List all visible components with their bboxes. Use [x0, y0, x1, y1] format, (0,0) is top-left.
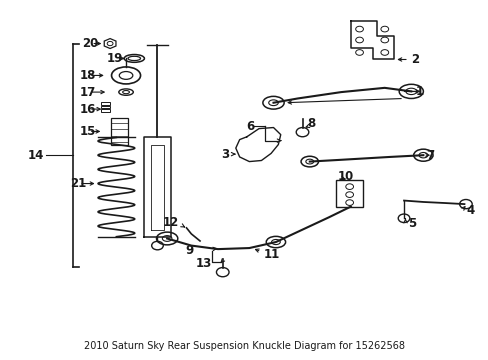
Bar — [101, 105, 109, 108]
Text: 4: 4 — [466, 204, 474, 217]
Text: 8: 8 — [307, 117, 315, 130]
Text: 16: 16 — [80, 103, 96, 116]
Text: 17: 17 — [80, 86, 96, 99]
Text: 11: 11 — [264, 248, 280, 261]
Text: 12: 12 — [163, 216, 179, 229]
Text: 7: 7 — [425, 149, 433, 162]
Text: 14: 14 — [27, 149, 44, 162]
Text: 5: 5 — [407, 217, 415, 230]
Text: 19: 19 — [106, 52, 123, 65]
Text: 13: 13 — [196, 257, 212, 270]
Text: 21: 21 — [70, 177, 86, 190]
Text: 2: 2 — [410, 53, 419, 66]
Text: 20: 20 — [82, 37, 99, 50]
Text: 9: 9 — [185, 244, 193, 257]
Bar — [336, 180, 362, 207]
Bar — [101, 109, 109, 112]
Text: 2010 Saturn Sky Rear Suspension Knuckle Diagram for 15262568: 2010 Saturn Sky Rear Suspension Knuckle … — [84, 341, 404, 351]
Text: 10: 10 — [337, 170, 353, 183]
Text: 6: 6 — [245, 120, 254, 132]
Text: 1: 1 — [415, 85, 424, 98]
Text: 15: 15 — [80, 125, 96, 138]
Text: 18: 18 — [80, 69, 96, 82]
Bar — [101, 102, 109, 105]
Text: 3: 3 — [221, 148, 228, 161]
Bar — [111, 118, 128, 145]
